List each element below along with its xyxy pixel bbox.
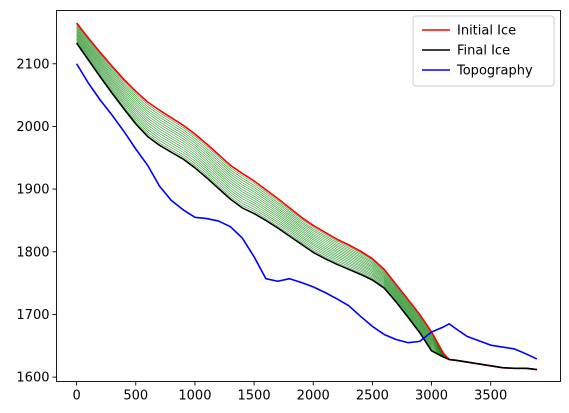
x-tick-label: 2000: [297, 389, 330, 404]
y-tick-label: 1600: [16, 371, 49, 386]
y-tick-label: 1900: [16, 183, 49, 198]
legend-label-final-ice: Final Ice: [457, 44, 510, 59]
final-ice-line: [75, 42, 537, 371]
legend-box: [412, 15, 555, 87]
x-tick-label: 3000: [415, 389, 448, 404]
legend-label-topography: Topography: [456, 64, 533, 79]
y-tick-label: 1800: [16, 245, 49, 260]
topography-line: [75, 63, 538, 360]
y-tick-label: 2000: [16, 120, 49, 135]
x-tick-label: 2500: [356, 389, 389, 404]
x-tick-label: 3500: [474, 389, 507, 404]
y-tick-label: 2100: [16, 57, 49, 72]
y-axis: 1600 1700 1800 1900 2000 2100: [16, 57, 57, 386]
x-tick-label: 1500: [238, 389, 271, 404]
legend: Initial Ice Final Ice Topography: [412, 15, 555, 87]
x-tick-label: 1000: [178, 389, 211, 404]
x-axis: 0 500 1000 1500 2000 2500 3000 3500: [72, 381, 507, 404]
legend-label-initial-ice: Initial Ice: [457, 24, 516, 39]
plot-series: [75, 22, 538, 371]
x-tick-label: 0: [72, 389, 80, 404]
x-tick-label: 500: [123, 389, 148, 404]
axes-frame: [56, 10, 561, 382]
y-tick-label: 1700: [16, 308, 49, 323]
